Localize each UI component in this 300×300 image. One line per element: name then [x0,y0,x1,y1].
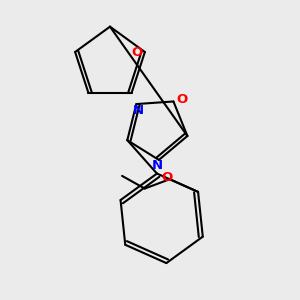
Text: O: O [161,171,173,184]
Text: O: O [177,93,188,106]
Text: O: O [131,46,142,59]
Text: N: N [132,103,143,117]
Text: N: N [152,159,163,172]
